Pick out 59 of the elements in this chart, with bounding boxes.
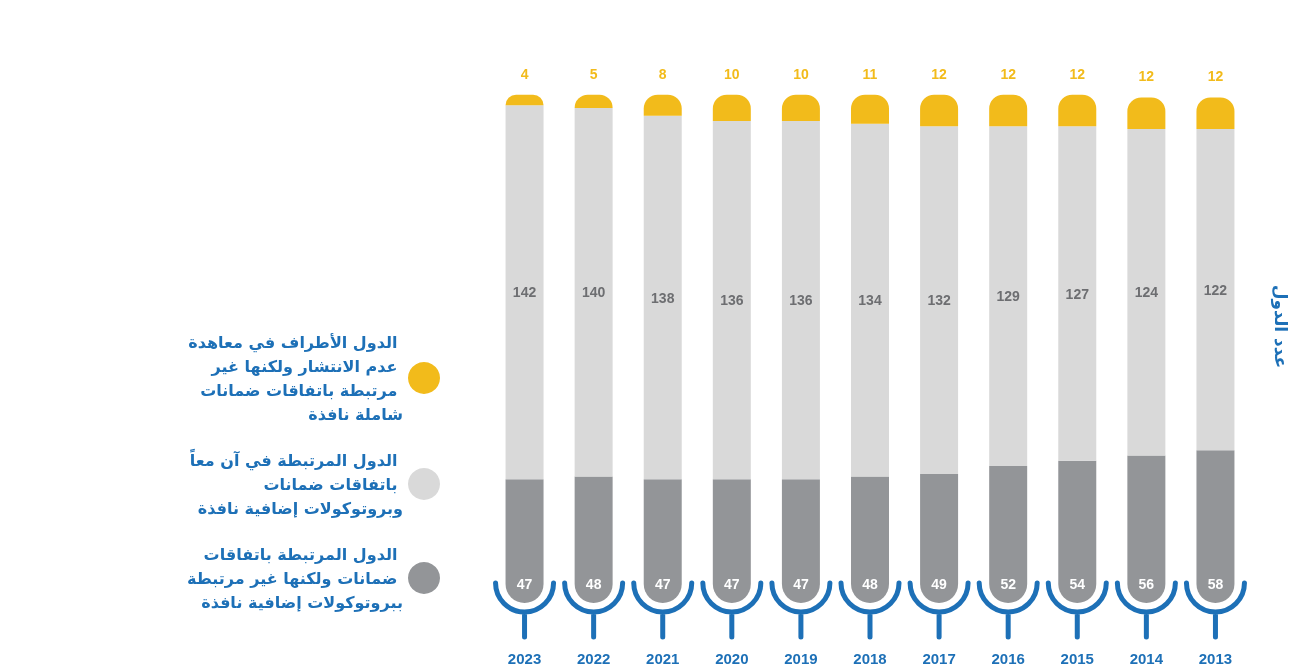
data-label: 136 — [789, 292, 813, 309]
data-label: 10 — [793, 65, 809, 82]
data-label: 49 — [931, 576, 948, 592]
data-label: 12 — [1000, 65, 1017, 82]
bar — [574, 107, 613, 477]
x-tick-label: 2013 — [1198, 650, 1233, 667]
data-label: 129 — [996, 288, 1021, 305]
data-label: 5 — [589, 65, 598, 82]
data-label: 56 — [1138, 576, 1155, 592]
data-label: 127 — [1065, 285, 1090, 302]
y-axis-title: عدد الدول — [1269, 284, 1291, 369]
bar — [1196, 129, 1235, 451]
data-label: 134 — [858, 292, 882, 309]
bar — [643, 115, 682, 480]
x-tick-label: 2020 — [715, 650, 749, 667]
data-label: 122 — [1203, 281, 1228, 298]
data-label: 47 — [724, 576, 740, 592]
bar — [505, 105, 544, 480]
bar — [1058, 126, 1097, 461]
data-label: 48 — [862, 576, 878, 592]
x-tick-label: 2023 — [507, 650, 542, 667]
x-tick-label: 2016 — [991, 650, 1025, 667]
data-label: 140 — [581, 284, 606, 301]
data-label: 136 — [720, 292, 744, 309]
data-label: 12 — [1069, 65, 1086, 82]
x-tick-label: 2018 — [853, 650, 887, 667]
legend-label: الدول المرتبطة في آن معاً باتفاقات ضمانات وبروتوكولات إضافية نافذة — [189, 447, 403, 518]
legend-label: الدول المرتبطة باتفاقات ضمانات ولكنها غير مرتبطة ببروتوكولات إضافية نافذة — [186, 544, 403, 612]
bar — [851, 123, 889, 477]
data-label: 138 — [651, 289, 675, 306]
x-tick-label: 2014 — [1129, 650, 1164, 667]
bar — [781, 121, 820, 480]
x-tick-label: 2021 — [646, 650, 680, 667]
data-label: 8 — [658, 65, 667, 82]
data-label: 47 — [516, 576, 533, 592]
data-label: 142 — [512, 284, 537, 301]
data-label: 48 — [585, 576, 602, 592]
data-label: 52 — [1000, 576, 1017, 592]
x-tick-label: 2015 — [1060, 650, 1094, 667]
data-label: 54 — [1069, 576, 1086, 592]
data-label: 47 — [654, 576, 671, 592]
data-label: 58 — [1207, 576, 1224, 592]
bar — [1127, 129, 1166, 456]
data-label: 124 — [1134, 284, 1159, 301]
bar — [712, 121, 751, 480]
data-label: 12 — [1207, 68, 1224, 85]
data-label: 47 — [793, 576, 809, 592]
data-label: 132 — [927, 292, 951, 309]
data-label: 4 — [520, 65, 529, 82]
data-label: 10 — [724, 65, 740, 82]
data-label: 12 — [1138, 68, 1155, 85]
bar — [920, 126, 959, 474]
x-tick-label: 2019 — [784, 650, 818, 667]
data-label: 12 — [931, 65, 948, 82]
legend-label: الدول الأطراف في معاهدة عدم الانتشار ولكنها غير مرتبطة باتفاقات ضمانات شاملة نافذة — [188, 332, 403, 424]
bar — [989, 126, 1028, 467]
x-tick-label: 2017 — [922, 650, 956, 667]
data-label: 11 — [862, 65, 878, 82]
x-tick-label: 2022 — [576, 650, 611, 667]
